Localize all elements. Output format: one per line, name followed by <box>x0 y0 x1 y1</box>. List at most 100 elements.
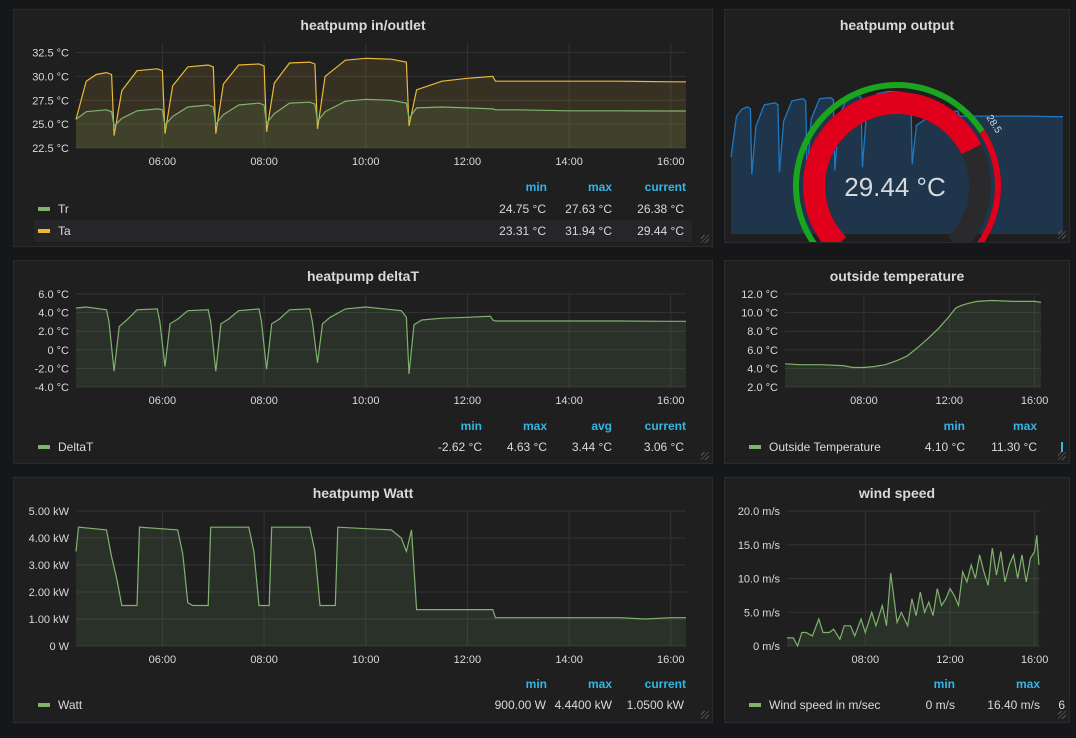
y-tick-label: 0 W <box>49 641 69 653</box>
x-tick-label: 16:00 <box>1021 395 1049 407</box>
legend-swatch <box>38 703 50 707</box>
legend-max: 31.94 °C <box>565 224 612 238</box>
legend-header-min[interactable]: min <box>460 419 482 433</box>
panel-heatpump-output: heatpump output 028.540 29.44 °C <box>724 9 1070 243</box>
x-tick-label: 08:00 <box>852 654 880 666</box>
legend-header-max[interactable]: max <box>587 677 612 691</box>
legend-header-min[interactable]: min <box>943 419 965 433</box>
x-tick-label: 12:00 <box>936 654 964 666</box>
legend-current: 1.0500 kW <box>626 698 684 712</box>
legend-row-ta[interactable]: Ta 23.31 °C 31.94 °C 29.44 °C <box>34 220 692 242</box>
legend-header-current[interactable]: current <box>644 180 686 194</box>
gauge-threshold-red <box>977 129 1001 242</box>
legend-header-min[interactable]: min <box>525 180 547 194</box>
legend-overflow-marker <box>1061 442 1063 452</box>
series-area <box>76 58 686 148</box>
y-tick-label: 2.0 °C <box>747 382 778 394</box>
legend-row-outside[interactable]: Outside Temperature 4.10 °C 11.30 °C <box>745 436 1069 458</box>
legend-swatch <box>749 703 761 707</box>
x-tick-label: 14:00 <box>555 654 583 666</box>
chart-inout[interactable]: 22.5 °C 25.0 °C 27.5 °C 30.0 °C 32.5 °C 06:00… <box>14 10 713 190</box>
legend-max: 27.63 °C <box>565 202 612 216</box>
x-tick-label: 08:00 <box>850 395 878 407</box>
y-tick-label: 15.0 m/s <box>738 540 781 552</box>
legend-row-wind[interactable]: Wind speed in m/sec 0 m/s 16.40 m/s 6 <box>745 694 1069 716</box>
legend-min: 0 m/s <box>925 698 955 712</box>
panel-title[interactable]: wind speed <box>858 485 936 501</box>
legend-label: Wind speed in m/sec <box>769 698 881 712</box>
y-tick-label: 4.0 °C <box>747 363 778 375</box>
y-tick-label: 3.00 kW <box>29 560 70 572</box>
legend-current: 3.06 °C <box>643 440 684 454</box>
legend-header-max[interactable]: max <box>587 180 612 194</box>
series-area <box>787 535 1039 646</box>
y-tick-label: 0 m/s <box>753 641 780 653</box>
panel-title[interactable]: heatpump in/outlet <box>300 17 426 33</box>
legend-min: 900.00 W <box>494 698 546 712</box>
legend-row-deltat[interactable]: DeltaT -2.62 °C 4.63 °C 3.44 °C 3.06 °C <box>34 436 692 458</box>
series-line <box>75 526 686 620</box>
resize-handle[interactable] <box>701 711 709 719</box>
legend: min max current Tr 24.75 °C 27.63 °C 26.… <box>34 178 692 244</box>
chart-watt[interactable]: 0 W 1.00 kW 2.00 kW 3.00 kW 4.00 kW 5.00 kW 06… <box>14 478 713 668</box>
panel-heatpump-deltat: heatpump deltaT -4.0 °C -2.0 °C 0 °C 2.0 °C… <box>13 260 713 464</box>
y-tick-label: 30.0 °C <box>32 71 69 83</box>
resize-handle[interactable] <box>1058 452 1066 460</box>
chart-wind[interactable]: 0 m/s 5.0 m/s 10.0 m/s 15.0 m/s 20.0 m/s 08:0… <box>725 478 1070 668</box>
resize-handle[interactable] <box>1058 711 1066 719</box>
x-tick-label: 12:00 <box>936 395 964 407</box>
resize-handle[interactable] <box>1058 231 1066 239</box>
legend-swatch <box>38 445 50 449</box>
legend-label: Tr <box>58 202 69 216</box>
legend-swatch <box>38 207 50 211</box>
legend-current: 29.44 °C <box>637 224 684 238</box>
y-tick-label: 1.00 kW <box>29 614 70 626</box>
legend-min: 24.75 °C <box>499 202 546 216</box>
x-tick-label: 16:00 <box>1021 654 1049 666</box>
legend-avg: 3.44 °C <box>571 440 612 454</box>
legend-swatch <box>38 229 50 233</box>
y-tick-label: 20.0 m/s <box>738 506 781 518</box>
series-line <box>75 306 686 375</box>
chart-outside[interactable]: 2.0 °C 4.0 °C 6.0 °C 8.0 °C 10.0 °C 12.0 °C 08… <box>725 261 1070 411</box>
legend-header-max[interactable]: max <box>1012 419 1037 433</box>
gauge-output: 028.540 <box>730 82 1063 242</box>
panel-heatpump-watt: heatpump Watt 0 W 1.00 kW 2.00 kW 3.00 kW 4.… <box>13 477 713 723</box>
x-tick-label: 14:00 <box>555 156 583 168</box>
legend-header-max[interactable]: max <box>522 419 547 433</box>
y-tick-label: 25.0 °C <box>32 119 69 131</box>
legend: min max Outside Temperature 4.10 °C 11.3… <box>745 417 1069 461</box>
legend-header-current[interactable]: current <box>644 419 686 433</box>
y-tick-label: 27.5 °C <box>32 95 69 107</box>
resize-handle[interactable] <box>701 452 709 460</box>
legend-row-tr[interactable]: Tr 24.75 °C 27.63 °C 26.38 °C <box>34 198 692 220</box>
y-tick-label: 8.0 °C <box>747 326 778 338</box>
legend-header-avg[interactable]: avg <box>591 419 612 433</box>
y-tick-label: 32.5 °C <box>32 48 69 60</box>
legend-header-min[interactable]: min <box>933 677 955 691</box>
legend-min: 4.10 °C <box>924 440 965 454</box>
x-tick-label: 06:00 <box>149 395 177 407</box>
panel-title[interactable]: heatpump deltaT <box>306 268 419 284</box>
y-tick-label: 0 °C <box>47 345 69 357</box>
y-tick-label: 4.0 °C <box>38 308 69 320</box>
panel-title[interactable]: heatpump output <box>839 17 955 33</box>
legend-label: DeltaT <box>58 440 94 454</box>
x-tick-label: 16:00 <box>657 156 685 168</box>
panel-title[interactable]: heatpump Watt <box>312 485 414 501</box>
chart-deltat[interactable]: -4.0 °C -2.0 °C 0 °C 2.0 °C 4.0 °C 6.0 °C 06:0… <box>14 261 713 411</box>
panel-title[interactable]: outside temperature <box>829 268 965 284</box>
resize-handle[interactable] <box>701 235 709 243</box>
legend-header-max[interactable]: max <box>1015 677 1040 691</box>
legend-header-min[interactable]: min <box>525 677 547 691</box>
legend-header-current[interactable]: current <box>644 677 686 691</box>
x-tick-label: 08:00 <box>250 395 278 407</box>
legend-row-watt[interactable]: Watt 900.00 W 4.4400 kW 1.0500 kW <box>34 694 692 716</box>
legend-label: Watt <box>58 698 83 712</box>
panel-heatpump-inoutlet: heatpump in/outlet 22.5 °C 25.0 °C 27.5 °C… <box>13 9 713 247</box>
legend-max: 16.40 m/s <box>987 698 1040 712</box>
x-tick-label: 14:00 <box>555 395 583 407</box>
x-tick-label: 06:00 <box>149 654 177 666</box>
legend-extra: 6 <box>1058 698 1065 712</box>
legend: min max Wind speed in m/sec 0 m/s 16.40 … <box>745 675 1069 719</box>
